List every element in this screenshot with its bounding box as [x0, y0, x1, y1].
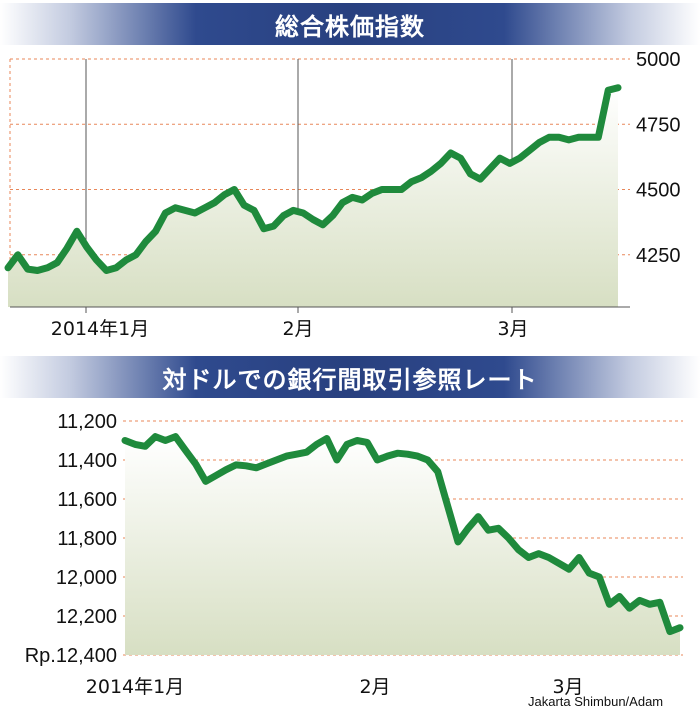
- index-y-tick-label-0: 4250: [636, 245, 681, 267]
- stock-index-chart: 4250 4500 4750 5000 2014年1月 2月 3月: [4, 49, 681, 340]
- rate-line: [121, 433, 684, 636]
- rate-y-tick-label-3: 11,800: [57, 528, 117, 550]
- index-area-fill: [8, 87, 618, 307]
- rate-y-tick-label-0: Rp.12,400: [25, 645, 117, 667]
- index-x-tick-label-0: 2014年1月: [51, 318, 149, 340]
- index-y-tick-label-1: 4500: [636, 180, 681, 202]
- rate-y-tick-label-5: 11,400: [57, 450, 117, 472]
- index-line: [4, 84, 622, 274]
- rate-x-tick-label-1: 2月: [359, 676, 390, 698]
- rate-y-tick-label-2: 12,000: [56, 567, 117, 589]
- exchange-rate-chart: Rp.12,400 12,200 12,000 11,800 11,600 11,400 1…: [25, 411, 684, 698]
- rate-area-fill: [125, 436, 680, 655]
- rate-y-tick-label-4: 11,600: [57, 489, 117, 511]
- source-credit: Jakarta Shimbun/Adam: [528, 694, 664, 709]
- index-chart-title: 総合株価指数: [275, 12, 425, 41]
- rate-x-tick-label-0: 2014年1月: [86, 676, 184, 698]
- rate-x-tick-label-2: 3月: [552, 676, 583, 698]
- rate-chart-title-banner: 対ドルでの銀行間取引参照レート: [0, 356, 700, 398]
- index-x-tick-label-2: 3月: [497, 318, 528, 340]
- index-y-tick-label-3: 5000: [636, 49, 681, 71]
- index-x-tick-label-1: 2月: [282, 318, 313, 340]
- rate-y-tick-label-6: 11,200: [57, 411, 117, 433]
- index-y-tick-label-2: 4750: [636, 114, 681, 136]
- rate-y-tick-label-1: 12,200: [56, 606, 117, 628]
- rate-chart-title: 対ドルでの銀行間取引参照レート: [162, 365, 538, 394]
- index-chart-title-banner: 総合株価指数: [0, 3, 700, 45]
